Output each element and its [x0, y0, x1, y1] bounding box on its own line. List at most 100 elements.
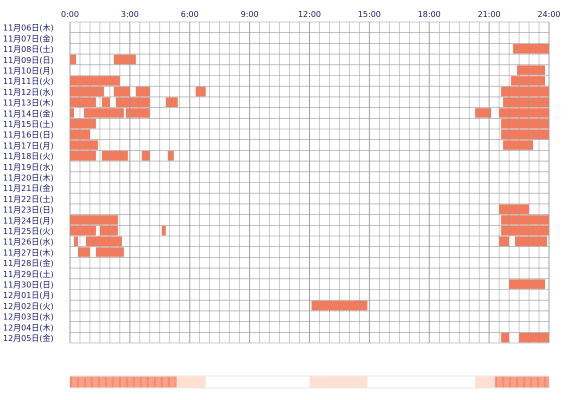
day-label: 11月14日(金) [3, 108, 54, 118]
summary-stripe [76, 376, 79, 388]
day-label: 11月16日(日) [3, 131, 54, 140]
summary-segment [475, 376, 496, 388]
activity-cell [70, 76, 120, 86]
day-label: 11月07日(金) [3, 33, 54, 43]
day-label: 11月20日(木) [3, 173, 54, 183]
day-label: 11月27日(木) [3, 247, 54, 257]
activity-cell [70, 118, 96, 129]
summary-stripe [160, 376, 163, 388]
x-tick-label: 3:00 [121, 10, 139, 19]
x-tick-label: 9:00 [241, 10, 259, 19]
summary-stripe [502, 376, 505, 388]
day-label: 11月26日(水) [3, 237, 54, 247]
day-label: 11月19日(水) [3, 162, 54, 172]
day-label: 12月04日(木) [3, 322, 54, 332]
activity-cell [167, 151, 174, 161]
day-label: 11月15日(土) [3, 119, 54, 129]
day-label: 12月02日(火) [3, 302, 54, 311]
day-label: 11月17日(月) [3, 141, 54, 150]
activity-cell [499, 236, 510, 247]
summary-stripe [537, 376, 540, 388]
activity-cell [501, 332, 510, 343]
summary-stripe [544, 376, 547, 388]
activity-cell [475, 108, 492, 118]
activity-cell [70, 151, 96, 161]
summary-stripe [118, 376, 121, 388]
summary-stripe [139, 376, 142, 388]
activity-cell [501, 129, 549, 140]
grid-lines [69, 21, 550, 344]
activity-cell [515, 236, 548, 247]
activity-cell [499, 204, 530, 214]
activity-cell [70, 215, 118, 225]
day-label: 11月10日(月) [3, 67, 54, 76]
summary-stripe [516, 376, 519, 388]
x-tick-label: 24:00 [537, 10, 560, 19]
summary-stripe [495, 376, 498, 388]
summary-intensity-bar [69, 375, 550, 389]
x-tick-label: 21:00 [478, 10, 501, 19]
day-label: 12月03日(水) [3, 312, 54, 322]
activity-cell [101, 151, 128, 161]
activity-cell [99, 225, 118, 236]
x-axis-tick-labels: 0:00 3:00 6:00 9:00 12:00 15:00 18:00 21:00 24:0… [61, 10, 561, 19]
activity-cell [101, 97, 110, 107]
activity-cell [125, 108, 150, 118]
x-tick-label: 0:00 [61, 10, 79, 19]
activity-cell [70, 140, 98, 150]
activity-cell [113, 86, 130, 97]
summary-stripe [132, 376, 135, 388]
summary-segment [309, 376, 368, 388]
x-tick-label: 15:00 [358, 10, 381, 19]
x-tick-label: 6:00 [181, 10, 199, 19]
activity-cell [70, 54, 76, 65]
day-label: 11月30日(日) [3, 281, 54, 290]
summary-stripe [111, 376, 114, 388]
activity-cell [503, 97, 549, 107]
summary-segment [495, 376, 549, 388]
activity-cell [195, 86, 206, 97]
summary-stripe [146, 376, 149, 388]
activity-cell [70, 108, 74, 118]
activity-cell [501, 118, 549, 129]
summary-stripe [174, 376, 177, 388]
activity-cell [70, 97, 96, 107]
day-label: 12月01日(月) [3, 291, 54, 300]
day-label: 11月18日(火) [3, 152, 54, 161]
x-tick-label: 12:00 [298, 10, 321, 19]
day-label: 11月11日(火) [3, 77, 54, 86]
activity-cell [113, 54, 136, 65]
activity-cell [499, 108, 549, 118]
activity-cell [517, 65, 546, 75]
summary-stripe [167, 376, 170, 388]
day-label: 11月24日(月) [3, 216, 54, 225]
activity-cells [70, 44, 549, 343]
summary-segment [70, 376, 176, 388]
x-tick-label: 18:00 [418, 10, 441, 19]
activity-cell [509, 279, 546, 289]
day-label: 11月06日(木) [3, 23, 54, 33]
activity-cell [77, 247, 90, 257]
activity-cell [141, 151, 150, 161]
summary-stripe [83, 376, 86, 388]
activity-cell [513, 44, 549, 54]
summary-stripe [90, 376, 93, 388]
day-label: 11月23日(日) [3, 206, 54, 215]
summary-stripe [70, 376, 72, 388]
summary-segment [175, 376, 206, 388]
day-labels: 11月06日(木)11月07日(金)11月08日(土) 11月09日(日) 11月1… [3, 23, 54, 343]
day-label: 11月13日(木) [3, 98, 54, 108]
activity-cell [165, 97, 178, 107]
activity-cell [135, 86, 150, 97]
summary-stripe [97, 376, 100, 388]
activity-cell [501, 225, 549, 236]
activity-cell [519, 332, 549, 343]
day-label: 11月28日(金) [3, 258, 54, 268]
activity-cell [503, 140, 534, 150]
activity-cell [73, 236, 78, 247]
summary-stripe [509, 376, 512, 388]
day-label: 11月21日(金) [3, 183, 54, 193]
day-label: 11月08日(土) [3, 44, 54, 54]
activity-cell [70, 86, 104, 97]
